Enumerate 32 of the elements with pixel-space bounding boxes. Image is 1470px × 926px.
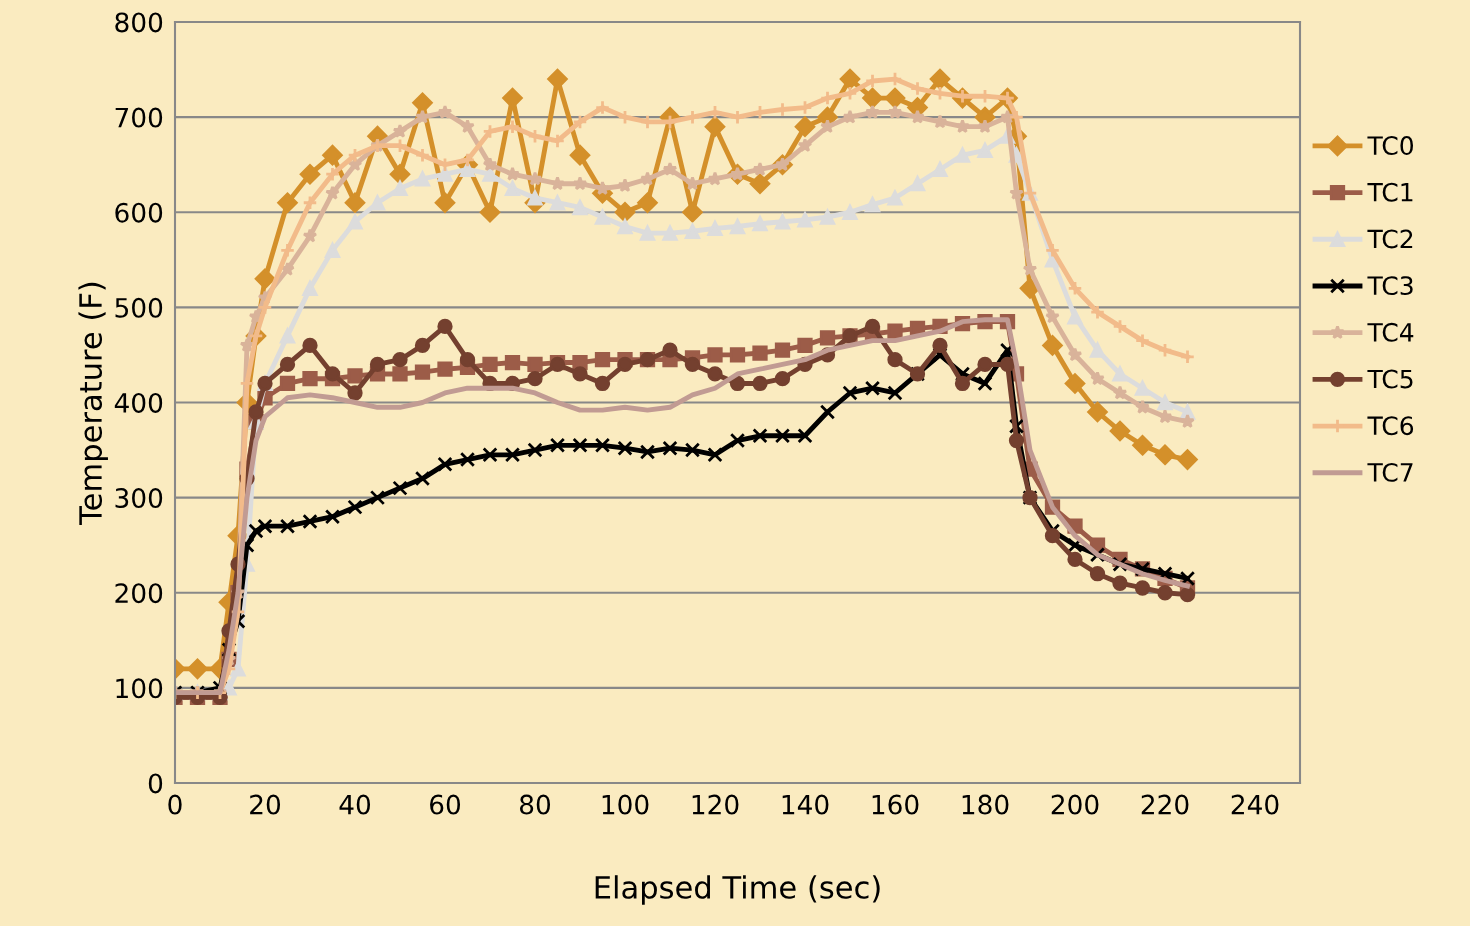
x-tick-label: 0 [168, 794, 182, 815]
y-axis-title: Temperature (F) [78, 282, 108, 525]
y-tick-label: 300 [115, 488, 163, 509]
x-tick-label: 240 [1231, 794, 1279, 815]
x-tick-label: 140 [782, 794, 829, 815]
x-tick-label: 40 [339, 794, 371, 815]
x-tick-label: 20 [250, 794, 281, 815]
x-tick-label: 60 [430, 794, 461, 815]
y-tick-label: 200 [115, 583, 163, 604]
legend-label: TC6 [1367, 416, 1414, 436]
y-tick-label: 600 [115, 202, 163, 223]
legend-label: TC2 [1367, 229, 1413, 249]
y-tick-label: 0 [148, 773, 163, 794]
legend-label: TC0 [1367, 136, 1413, 155]
y-tick-label: 100 [116, 678, 163, 699]
x-tick-label: 120 [692, 794, 739, 815]
x-tick-label: 180 [962, 794, 1009, 815]
x-tick-label: 100 [602, 794, 649, 815]
x-tick-label: 220 [1141, 794, 1189, 815]
x-tick-label: 200 [1051, 794, 1099, 815]
legend-label: TC5 [1367, 369, 1413, 389]
legend-label: TC7 [1367, 462, 1413, 482]
legend-label: TC4 [1367, 322, 1414, 342]
x-tick-label: 160 [872, 794, 919, 815]
x-axis-title: Elapsed Time (sec) [595, 875, 880, 905]
y-tick-label: 800 [115, 12, 163, 33]
legend-label: TC3 [1367, 276, 1413, 296]
legend-label: TC1 [1367, 182, 1413, 202]
y-tick-label: 700 [115, 107, 163, 128]
y-tick-label: 500 [115, 297, 163, 318]
x-tick-label: 80 [520, 794, 551, 815]
y-tick-label: 400 [114, 392, 163, 413]
